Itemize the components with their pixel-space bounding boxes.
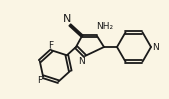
Text: F: F xyxy=(37,76,42,85)
Text: N: N xyxy=(79,57,85,66)
Text: NH₂: NH₂ xyxy=(96,21,114,30)
Text: N: N xyxy=(63,14,71,24)
Text: F: F xyxy=(48,41,53,50)
Text: N: N xyxy=(153,42,159,51)
